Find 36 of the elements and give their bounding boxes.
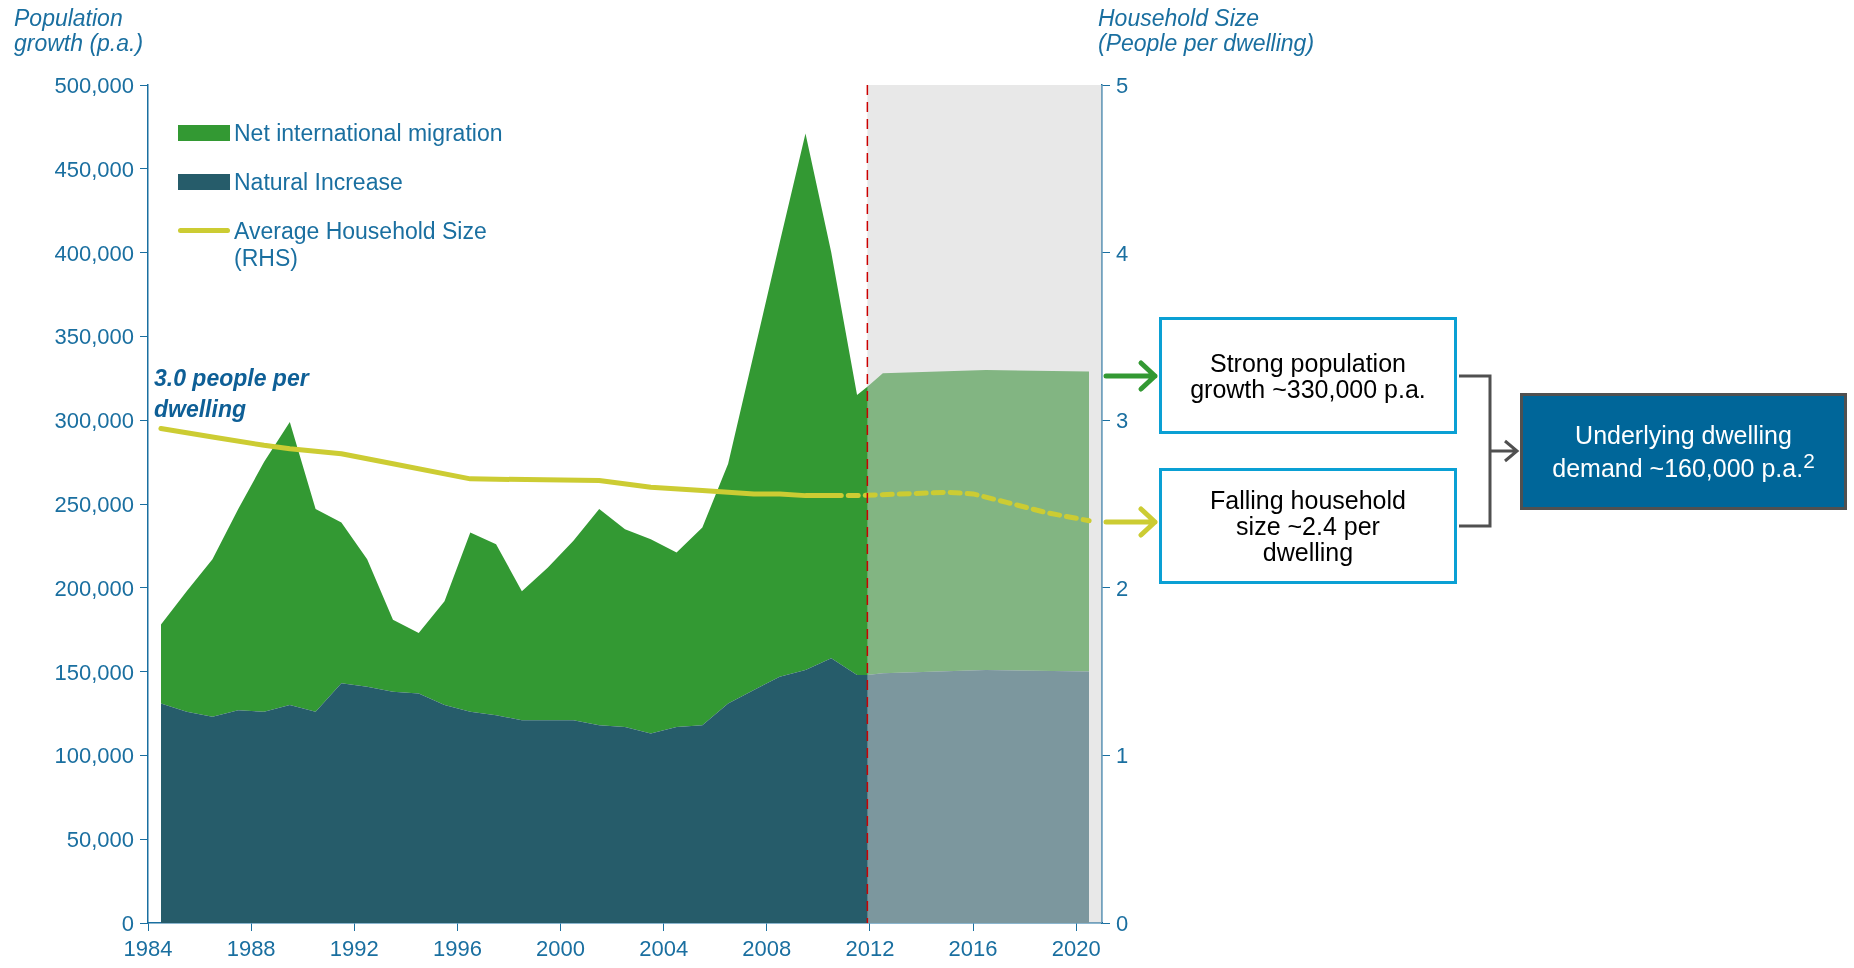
x-tick-label: 2012 — [845, 936, 895, 962]
y-tick-label: 300,000 — [54, 408, 134, 434]
y2-tick-label: 1 — [1116, 743, 1129, 769]
x-tick-label: 2000 — [536, 936, 586, 962]
y-tick-label: 450,000 — [54, 156, 134, 182]
text: Strong population growth ~330,000 p.a. — [1189, 348, 1427, 403]
y2-tick-label: 4 — [1116, 240, 1129, 266]
x-tick-label: 1984 — [123, 936, 173, 962]
x-tick-label: 2020 — [1051, 936, 1101, 962]
y-tick-label: 50,000 — [66, 827, 134, 853]
x-tick-label: 2004 — [639, 936, 689, 962]
y2-tick-label: 2 — [1116, 575, 1129, 601]
y2-axis-title: Household Size (People per dwelling) — [1098, 5, 1316, 56]
legend-label: Average Household Size (RHS) — [234, 218, 488, 272]
x-tick-label: 1992 — [329, 936, 379, 962]
x-tick-label: 1988 — [226, 936, 276, 962]
y-tick-label: 0 — [121, 911, 134, 937]
y-axis-title: Population growth (p.a.) — [14, 5, 145, 56]
y2-tick-label: 5 — [1116, 73, 1129, 99]
y-tick-label: 200,000 — [54, 575, 134, 601]
y-tick-label: 100,000 — [54, 743, 134, 769]
y-tick-label: 500,000 — [54, 73, 134, 99]
x-tick-label: 2008 — [742, 936, 792, 962]
y2-tick-label: 0 — [1116, 911, 1129, 937]
y-tick-label: 400,000 — [54, 240, 134, 266]
y-tick-label: 150,000 — [54, 659, 134, 685]
text: Underlying dwelling demand ~160,000 p.a.$^{2}$ — [1551, 420, 1816, 483]
y2-tick-label: 3 — [1116, 408, 1129, 434]
y-tick-label: 250,000 — [54, 492, 134, 518]
x-tick-label: 1996 — [432, 936, 482, 962]
text: Falling household size ~2.4 per dwelling — [1209, 486, 1407, 566]
annotation: 3.0 people per dwelling — [154, 364, 311, 424]
legend-label: Natural Increase — [234, 169, 403, 196]
legend-label: Net international migration — [234, 120, 503, 147]
x-tick-label: 2016 — [948, 936, 998, 962]
y-tick-label: 350,000 — [54, 324, 134, 350]
